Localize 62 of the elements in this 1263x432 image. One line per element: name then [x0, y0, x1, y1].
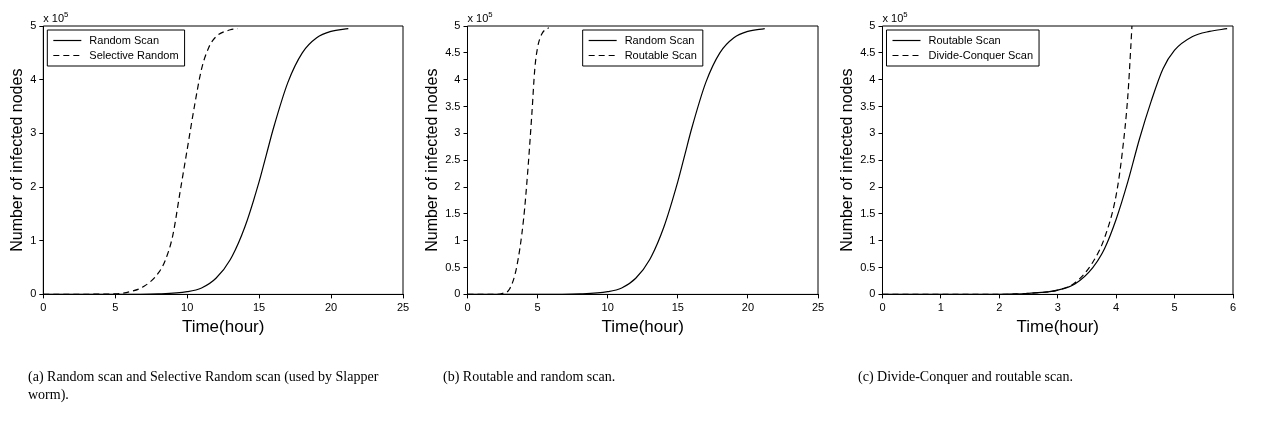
y-tick-label: 1.5	[860, 206, 876, 219]
y-tick-label: 2	[30, 180, 37, 193]
y-tick-label: 5	[869, 19, 876, 32]
y-tick-label: 3	[869, 126, 876, 139]
y-tick-label: 5	[30, 19, 37, 32]
x-tick-label: 25	[811, 301, 825, 314]
y-tick-label: 5	[454, 19, 461, 32]
y-tick-label: 1.5	[445, 206, 461, 219]
y-tick-label: 3.5	[445, 99, 461, 112]
y-tick-label: 0	[454, 287, 461, 300]
y-tick-label: 3	[454, 126, 461, 139]
y-tick-label: 1	[454, 233, 461, 246]
text: (b) Routable and random scan.	[443, 368, 617, 386]
y-tick-label: 4	[454, 72, 461, 85]
y-tick-label: 3.5	[860, 99, 876, 112]
legend-label: Selective Random	[89, 48, 179, 61]
y-axis-title: Number of infected nodes	[8, 68, 26, 252]
x-tick-label: 5	[1171, 301, 1178, 314]
y-tick-label: 1	[30, 233, 37, 246]
x-tick-label: 5	[534, 301, 541, 314]
x-tick-label: 0	[40, 301, 47, 314]
y-tick-label: 0.5	[445, 260, 461, 273]
x-tick-label: 4	[1113, 301, 1120, 314]
y-tick-label: 0	[30, 287, 37, 300]
x-tick-label: 6	[1229, 301, 1237, 314]
legend-label: Routable Scan	[928, 33, 1001, 46]
y-axis-title: Number of infected nodes	[423, 68, 441, 252]
x-axis-title: Time(hour)	[1016, 317, 1099, 337]
y-tick-label: 2	[454, 180, 461, 193]
x-tick-label: 15	[253, 301, 266, 314]
y-tick-label: 4.5	[445, 45, 461, 58]
y-tick-label: 1	[869, 233, 876, 246]
x-tick-label: 3	[1054, 301, 1061, 314]
x-tick-label: 15	[671, 301, 684, 314]
x-axis-title: Time(hour)	[601, 317, 684, 337]
y-tick-label: 0.5	[860, 260, 876, 273]
legend-label: Random Scan	[89, 33, 160, 46]
x-tick-label: 1	[937, 301, 944, 314]
y-tick-label: 2	[869, 180, 876, 193]
legend-label: Routable Scan	[624, 48, 697, 61]
x-tick-label: 0	[879, 301, 886, 314]
x-tick-label: 10	[181, 301, 194, 314]
x-tick-label: 20	[324, 301, 338, 314]
legend-label: Random Scan	[624, 33, 695, 46]
y-tick-label: 0	[869, 287, 876, 300]
text: (a) Random scan and Selective Random scan (used by Slapper worm).	[28, 368, 380, 404]
x-tick-label: 10	[601, 301, 614, 314]
y-tick-label: 2.5	[445, 153, 461, 166]
x-tick-label: 5	[112, 301, 119, 314]
y-tick-label: 4	[30, 72, 37, 85]
y-tick-label: 4.5	[860, 45, 876, 58]
x-tick-label: 20	[741, 301, 755, 314]
x-axis-title: Time(hour)	[181, 317, 265, 337]
x-tick-label: 0	[464, 301, 471, 314]
y-tick-label: 2.5	[860, 153, 876, 166]
y-axis-title: Number of infected nodes	[838, 68, 856, 252]
y-tick-label: 3	[30, 126, 37, 139]
y-tick-label: 4	[869, 72, 876, 85]
x-tick-label: 2	[996, 301, 1003, 314]
legend-label: Divide-Conquer Scan	[928, 48, 1034, 61]
x-tick-label: 25	[396, 301, 410, 314]
text: (c) Divide-Conquer and routable scan.	[858, 368, 1074, 386]
